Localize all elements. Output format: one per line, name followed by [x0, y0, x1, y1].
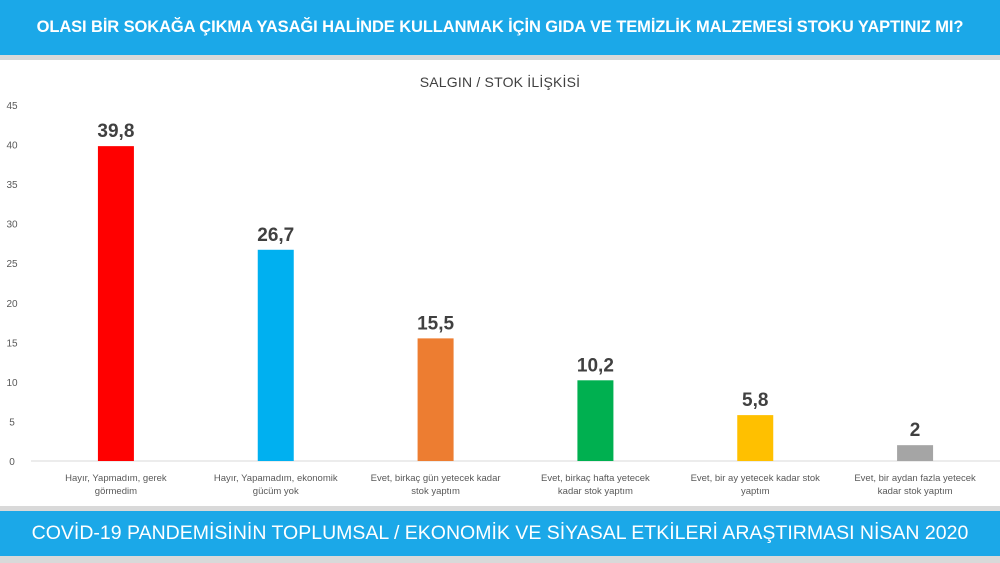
- chart-title: SALGIN / STOK İLİŞKİSİ: [419, 74, 581, 90]
- data-label: 10,2: [577, 355, 614, 376]
- page-title: OLASI BİR SOKAĞA ÇIKMA YASAĞI HALİNDE KU…: [0, 0, 1000, 55]
- bottom-divider-lower: [0, 556, 1000, 563]
- y-tick-label: 30: [6, 220, 18, 231]
- x-tick-label: Evet, bir ay yetecek kadar stok: [691, 473, 821, 484]
- bar: [897, 445, 934, 461]
- y-tick-label: 5: [9, 417, 15, 428]
- data-label: 39,8: [97, 121, 134, 142]
- data-label: 5,8: [742, 390, 768, 411]
- x-tick-label: kadar stok yaptım: [558, 486, 633, 497]
- bar: [577, 380, 614, 461]
- x-tick-label: Hayır, Yapmadım, gerek: [65, 473, 167, 484]
- bar: [417, 338, 454, 461]
- x-tick-label: stok yaptım: [411, 486, 460, 497]
- bottom-divider-upper: [0, 506, 1000, 511]
- top-divider: [0, 55, 1000, 60]
- y-tick-label: 35: [6, 180, 18, 191]
- data-label: 26,7: [257, 225, 294, 246]
- bar-chart: 0 5 10 15 20 25 30 35 40 45 39,8 Hayır, Yapmadım, g…: [6, 101, 1000, 497]
- y-tick-label: 45: [6, 101, 18, 112]
- x-tick-label: görmedim: [95, 486, 137, 497]
- y-tick-label: 10: [6, 378, 18, 389]
- footer-banner: COVİD-19 PANDEMİSİNİN TOPLUMSAL / EKONOM…: [0, 511, 1000, 556]
- y-tick-label: 40: [6, 141, 18, 152]
- bar: [257, 249, 294, 461]
- x-tick-label: Hayır, Yapamadım, ekonomik: [214, 473, 338, 484]
- x-tick-label: Evet, birkaç hafta yetecek: [541, 473, 650, 484]
- y-tick-label: 20: [6, 299, 18, 310]
- y-tick-label: 25: [6, 259, 18, 270]
- data-label: 2: [910, 420, 921, 441]
- y-tick-label: 0: [9, 457, 15, 468]
- x-tick-label: gücüm yok: [253, 486, 299, 497]
- data-label: 15,5: [417, 313, 454, 334]
- bar: [737, 415, 774, 461]
- x-tick-label: Evet, birkaç gün yetecek kadar: [371, 473, 501, 484]
- x-tick-label: Evet, bir aydan fazla yetecek: [854, 473, 976, 484]
- y-tick-label: 15: [6, 338, 18, 349]
- bar: [97, 146, 134, 461]
- x-tick-label: yaptım: [741, 486, 770, 497]
- x-tick-label: kadar stok yaptım: [878, 486, 953, 497]
